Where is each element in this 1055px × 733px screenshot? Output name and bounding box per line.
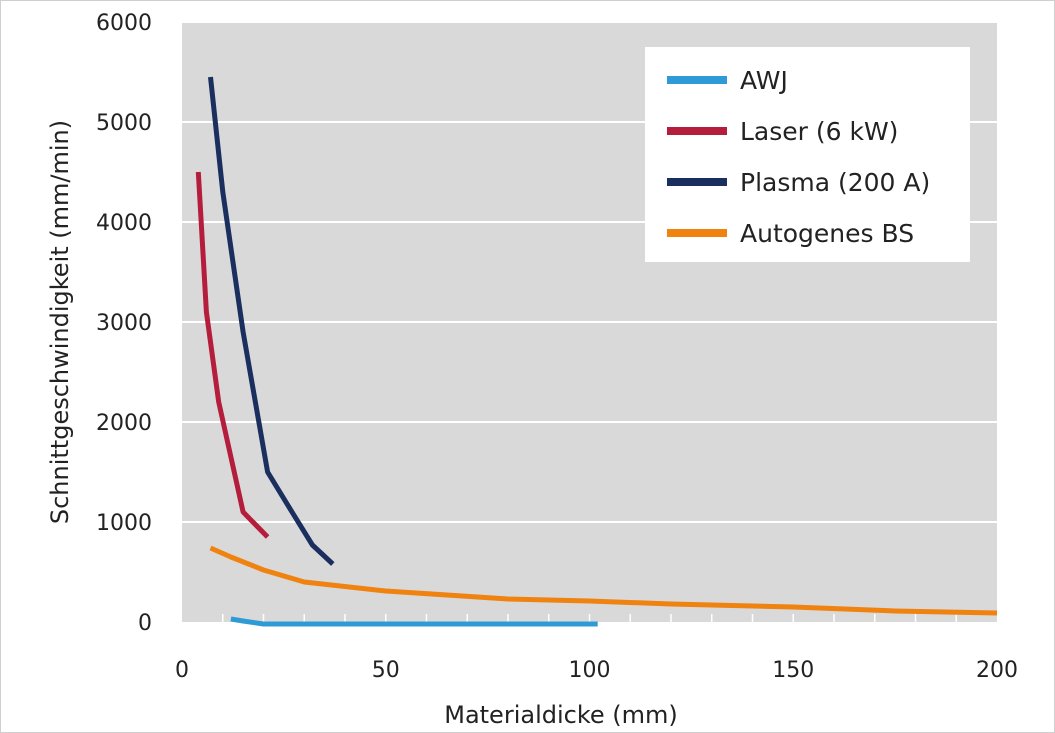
x-tick-label: 100: [569, 658, 611, 683]
series-line-autogenes-bs: [209, 545, 998, 616]
x-axis-tick-labels: 0 50 100 150 200: [175, 658, 1018, 683]
y-axis-label: Schnittgeschwindigkeit (mm/min): [46, 120, 74, 524]
y-tick-label: 4000: [96, 211, 152, 236]
series-line-plasma-200-a: [208, 76, 335, 566]
y-tick-label: 2000: [96, 411, 152, 436]
series-lines: [195, 76, 998, 627]
series-line-awj: [230, 616, 598, 627]
x-tick-label: 50: [372, 658, 400, 683]
grid: [182, 21, 997, 523]
legend-label: Plasma (200 A): [740, 168, 930, 197]
x-axis-label: Materialdicke (mm): [444, 701, 678, 729]
legend-label: AWJ: [740, 66, 788, 95]
legend: AWJ Laser (6 kW) Plasma (200 A) Autogenes B…: [645, 47, 970, 262]
legend-label: Laser (6 kW): [740, 117, 898, 146]
y-tick-label: 1000: [96, 511, 152, 536]
series-line-laser-6-kw: [195, 171, 270, 539]
y-axis-tick-labels: 0 1000 2000 3000 4000 5000 6000: [96, 11, 152, 636]
y-tick-label: 3000: [96, 311, 152, 336]
legend-label: Autogenes BS: [740, 219, 914, 248]
y-tick-label: 5000: [96, 111, 152, 136]
x-tick-label: 0: [175, 658, 189, 683]
x-tick-label: 200: [976, 658, 1018, 683]
y-tick-label: 0: [138, 611, 152, 636]
x-tick-label: 150: [772, 658, 814, 683]
y-tick-label: 6000: [96, 11, 152, 36]
x-axis-ticks: [222, 614, 957, 622]
